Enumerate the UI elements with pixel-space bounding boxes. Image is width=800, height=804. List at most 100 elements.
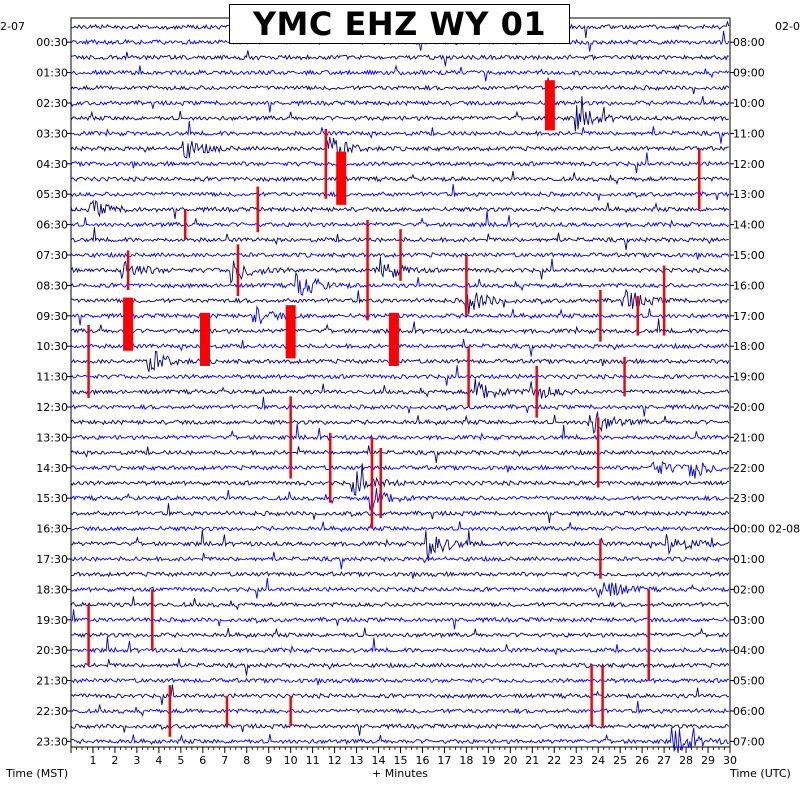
- x-tick-label: 7: [221, 754, 228, 767]
- trace-line-18: [70, 288, 729, 317]
- x-tick-label: 10: [284, 754, 298, 767]
- x-tick-label: 26: [635, 754, 649, 767]
- x-tick-label: 23: [569, 754, 583, 767]
- x-tick-label: 13: [350, 754, 364, 767]
- left-time-label: 00:30: [36, 36, 68, 49]
- trace-line-6: [70, 95, 729, 132]
- right-time-label: 02:00: [733, 583, 765, 596]
- trace-line-34: [70, 529, 730, 559]
- x-tick-label: 14: [372, 754, 386, 767]
- left-time-label: 04:30: [36, 158, 68, 171]
- x-tick-label: 22: [547, 754, 561, 767]
- x-tick-label: 2: [111, 754, 118, 767]
- trace-line-8: [70, 137, 729, 159]
- x-tick-label: 18: [459, 754, 473, 767]
- x-tick-label: 19: [481, 754, 495, 767]
- left-time-label: 08:30: [36, 279, 68, 292]
- right-date-label: 02-0: [775, 20, 800, 33]
- left-time-label: 14:30: [36, 462, 68, 475]
- chart-title-box: YMC EHZ WY 01: [229, 4, 570, 44]
- trace-line-35: [70, 551, 730, 570]
- left-time-label: 15:30: [36, 492, 68, 505]
- x-tick-label: 17: [437, 754, 451, 767]
- trace-line-32: [70, 503, 730, 523]
- left-time-label: 01:30: [36, 67, 68, 80]
- right-time-label: 01:00: [733, 553, 765, 566]
- x-tick-label: 12: [328, 754, 342, 767]
- trace-line-2: [70, 50, 729, 67]
- left-time-label: 16:30: [36, 523, 68, 536]
- trace-line-13: [70, 210, 730, 229]
- trace-line-17: [70, 271, 729, 296]
- trace-line-33: [70, 521, 730, 533]
- x-tick-label: 30: [723, 754, 737, 767]
- x-tick-label: 25: [613, 754, 627, 767]
- trace-line-41: [70, 636, 730, 656]
- clipped-event-3: [199, 312, 210, 366]
- right-time-label: 15:00: [733, 249, 765, 262]
- x-tick-label: 3: [133, 754, 140, 767]
- left-time-label: 17:30: [36, 553, 68, 566]
- left-time-label: 23:30: [36, 735, 68, 748]
- x-tick-label: 8: [243, 754, 250, 767]
- trace-line-40: [70, 627, 730, 639]
- trace-line-37: [70, 577, 730, 599]
- x-tick-label: 15: [394, 754, 408, 767]
- right-time-label: 03:00: [733, 614, 765, 627]
- trace-line-7: [70, 120, 730, 144]
- left-date-label: 2-07: [0, 20, 25, 33]
- right-time-label: 12:00: [733, 158, 765, 171]
- right-time-label: 04:00: [733, 644, 765, 657]
- clipped-event-4: [285, 305, 296, 359]
- x-tick-label: 27: [657, 754, 671, 767]
- x-tick-label: 20: [503, 754, 517, 767]
- plot-frame: [70, 17, 731, 748]
- right-time-label: 09:00: [733, 67, 765, 80]
- trace-line-42: [70, 658, 730, 676]
- left-time-label: 12:30: [36, 401, 68, 414]
- right-time-label: 10:00: [733, 97, 765, 110]
- x-tick-label: 21: [525, 754, 539, 767]
- x-tick-label: 9: [265, 754, 272, 767]
- left-time-label: 03:30: [36, 127, 68, 140]
- left-time-label: 05:30: [36, 188, 68, 201]
- trace-line-29: [70, 460, 730, 479]
- trace-line-23: [70, 365, 730, 386]
- clipped-event-0: [544, 80, 555, 131]
- right-time-label: 20:00: [733, 401, 765, 414]
- left-time-label: 06:30: [36, 219, 68, 232]
- trace-line-21: [70, 339, 730, 357]
- x-tick-label: 4: [155, 754, 162, 767]
- chart-title: YMC EHZ WY 01: [252, 5, 547, 43]
- trace-line-30: [70, 463, 729, 496]
- x-axis-title: + Minutes: [372, 767, 428, 780]
- left-time-label: 22:30: [36, 705, 68, 718]
- trace-line-5: [70, 95, 730, 113]
- trace-line-46: [70, 722, 730, 736]
- trace-line-26: [70, 411, 730, 434]
- right-time-label: 23:00: [733, 492, 765, 505]
- trace-line-38: [70, 596, 730, 611]
- trace-line-36: [70, 570, 730, 579]
- right-time-label: 07:00: [733, 735, 765, 748]
- trace-line-11: [70, 183, 730, 201]
- right-time-label: 11:00: [733, 127, 765, 140]
- right-time-label: 19:00: [733, 371, 765, 384]
- x-tick-label: 16: [415, 754, 429, 767]
- x-tick-label: 24: [591, 754, 605, 767]
- right-time-label: 17:00: [733, 310, 765, 323]
- clipped-event-2: [123, 297, 134, 351]
- left-time-label: 13:30: [36, 431, 68, 444]
- trace-line-44: [70, 684, 730, 705]
- left-axis-title: Time (MST): [5, 767, 68, 780]
- left-time-label: 19:30: [36, 614, 68, 627]
- trace-line-43: [70, 677, 729, 686]
- left-time-label: 09:30: [36, 310, 68, 323]
- left-time-label: 18:30: [36, 583, 68, 596]
- x-tick-label: 11: [306, 754, 320, 767]
- right-time-label: 18:00: [733, 340, 765, 353]
- x-tick-label: 6: [199, 754, 206, 767]
- trace-line-10: [70, 170, 730, 185]
- right-time-label: 16:00: [733, 279, 765, 292]
